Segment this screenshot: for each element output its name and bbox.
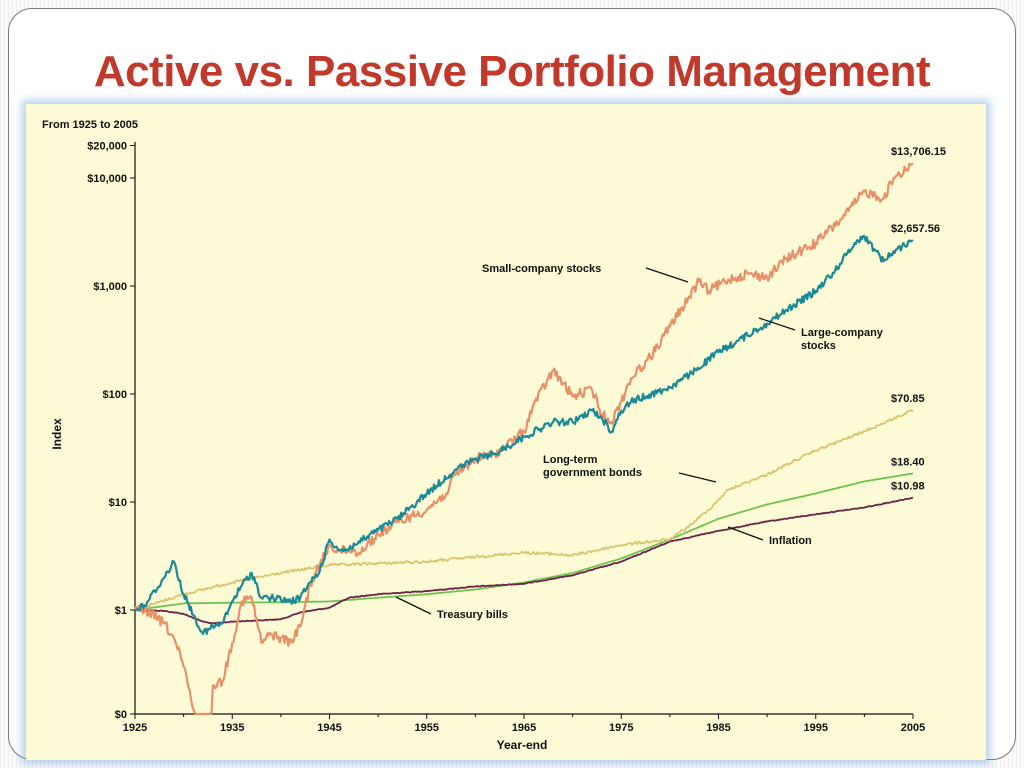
x-tick-label: 2005 bbox=[901, 722, 925, 734]
chart-axes: 1925 1935 1945 1955 1965 1975 1985 1995 2005 $0 $1… bbox=[87, 140, 925, 734]
chart-subtitle: From 1925 to 2005 bbox=[42, 119, 138, 131]
annotation-leader-treasury-bills bbox=[395, 596, 432, 615]
y-tick-label: $100 bbox=[103, 389, 127, 401]
annotation-treasury-bills: Treasury bills bbox=[437, 609, 508, 621]
y-tick-label: $1,000 bbox=[93, 281, 127, 293]
annotation-leader-small-company-stocks bbox=[645, 267, 689, 283]
annotation-leader-inflation bbox=[727, 526, 764, 541]
y-tick-label: $1 bbox=[115, 605, 127, 617]
series-line-large-company-stocks bbox=[135, 235, 914, 636]
y-tick-label: $10 bbox=[109, 497, 127, 509]
annotation-large-company-stocks: Large-company bbox=[801, 327, 884, 339]
y-tick-label: $0 bbox=[115, 709, 127, 721]
series-line-small-company-stocks bbox=[133, 162, 914, 716]
annotation-long-term-government-bonds: Long-term bbox=[543, 454, 598, 466]
chart-series-lines bbox=[133, 162, 914, 716]
x-axis-title: Year-end bbox=[497, 738, 548, 752]
end-value-label-inflation: $10.98 bbox=[891, 481, 925, 493]
x-tick-label: 1975 bbox=[609, 722, 633, 734]
series-line-treasury-bills bbox=[134, 472, 914, 611]
x-tick-label: 1965 bbox=[512, 722, 536, 734]
end-value-label-treasury-bills: $18.40 bbox=[891, 456, 925, 468]
y-tick-label: $20,000 bbox=[87, 140, 127, 152]
annotation-large-company-stocks: stocks bbox=[801, 340, 836, 352]
end-value-label-large-company-stocks: $2,657.56 bbox=[891, 223, 940, 235]
x-tick-label: 1945 bbox=[317, 722, 341, 734]
y-tick-label: $10,000 bbox=[87, 173, 127, 185]
annotation-small-company-stocks: Small-company stocks bbox=[482, 263, 601, 275]
x-tick-label: 1985 bbox=[706, 722, 730, 734]
x-tick-label: 1925 bbox=[123, 722, 147, 734]
series-line-long-term-government-bonds bbox=[134, 409, 914, 612]
end-value-label-small-company-stocks: $13,706.15 bbox=[891, 146, 946, 158]
annotation-inflation: Inflation bbox=[769, 535, 812, 547]
slide-title: Active vs. Passive Portfolio Management bbox=[93, 47, 931, 96]
x-tick-label: 1995 bbox=[804, 722, 828, 734]
x-tick-label: 1935 bbox=[220, 722, 244, 734]
end-value-label-long-term-government-bonds: $70.85 bbox=[891, 393, 925, 405]
chart-frame: From 1925 to 2005 1925 1935 1945 1955 1965 19… bbox=[26, 104, 986, 760]
annotation-leader-long-term-government-bonds bbox=[678, 472, 717, 483]
line-chart: From 1925 to 2005 1925 1935 1945 1955 1965 19… bbox=[42, 119, 946, 752]
series-line-inflation bbox=[134, 496, 914, 625]
x-tick-label: 1955 bbox=[415, 722, 439, 734]
y-axis-title: Index bbox=[50, 418, 64, 450]
chart-annotations: $18.40 $10.98 $70.85 $13,706.15 $2,657.56 Sma… bbox=[395, 146, 946, 621]
annotation-long-term-government-bonds: government bonds bbox=[543, 467, 642, 479]
annotation-leader-large-company-stocks bbox=[758, 317, 796, 331]
